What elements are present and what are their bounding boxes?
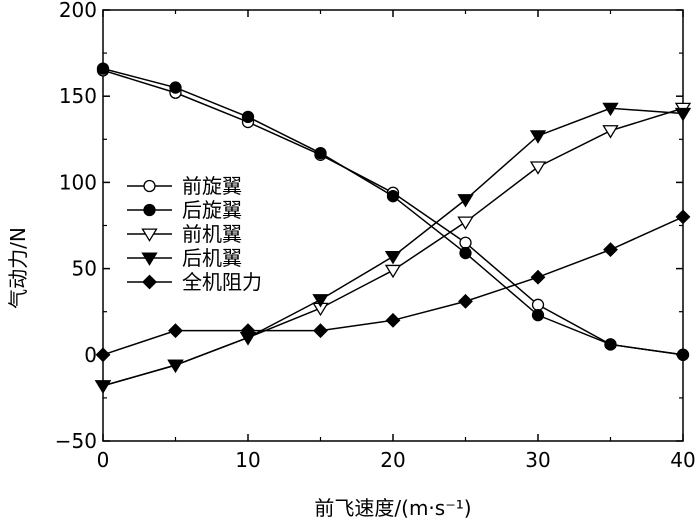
legend-label-0: 前旋翼 (182, 174, 242, 198)
x-tick-label-2: 20 (380, 448, 405, 472)
y-tick-label-1: 0 (84, 343, 97, 367)
series-4-point-5 (458, 293, 473, 309)
series-4-point-1 (168, 323, 183, 339)
legend-marker-2 (141, 228, 158, 242)
x-tick-label-4: 40 (670, 448, 695, 472)
legend-label-3: 后机翼 (182, 246, 242, 270)
y-tick-label-2: 50 (72, 257, 97, 281)
y-tick-label-5: 200 (59, 0, 97, 22)
series-3-point-4 (384, 250, 402, 265)
series-4-point-0 (95, 347, 111, 363)
series-1-point-1 (169, 81, 182, 94)
series-2-point-7 (602, 125, 619, 139)
series-3-point-8 (674, 107, 692, 122)
legend-marker-4 (142, 274, 157, 290)
series-1-point-8 (676, 348, 690, 361)
series-4-point-4 (385, 312, 401, 328)
series-0-point-6 (531, 298, 545, 311)
series-1-point-6 (531, 308, 545, 322)
series-4-point-2 (240, 323, 256, 339)
x-tick-label-1: 10 (235, 448, 260, 472)
series-2-point-4 (384, 264, 402, 279)
x-tick-label-0: 0 (97, 448, 110, 472)
series-0-point-5 (459, 236, 472, 249)
series-3-point-7 (602, 102, 619, 117)
series-1-point-7 (604, 338, 617, 351)
y-axis-label: 气动力/N (6, 227, 30, 309)
series-3-point-1 (167, 359, 184, 374)
series-4-point-8 (675, 209, 691, 225)
series-3-point-0 (94, 380, 112, 394)
series-1-point-4 (386, 190, 400, 203)
series-1-point-0 (96, 62, 110, 75)
legend-label-1: 后旋翼 (182, 198, 242, 222)
legend-marker-1 (143, 203, 156, 217)
y-tick-label-0: −50 (55, 429, 97, 453)
series-3-point-5 (457, 194, 474, 208)
series-3-point-6 (529, 130, 547, 144)
series-1-point-2 (241, 110, 255, 124)
legend-marker-0 (143, 179, 156, 193)
series-1-point-5 (459, 246, 472, 260)
series-2-point-5 (457, 216, 474, 230)
legend-marker-3 (141, 252, 158, 266)
legend-label-4: 全机阻力 (182, 270, 262, 294)
x-axis-label: 前飞速度/(m·s⁻¹) (314, 496, 471, 520)
series-2-point-6 (529, 161, 547, 175)
x-tick-label-3: 30 (525, 448, 550, 472)
series-3-point-3 (312, 294, 329, 308)
y-tick-label-4: 150 (59, 84, 97, 108)
series-1-point-3 (314, 146, 327, 160)
series-4-point-3 (313, 323, 328, 339)
legend-label-2: 前机翼 (182, 222, 242, 246)
series-4-point-6 (530, 269, 546, 285)
y-tick-label-3: 100 (59, 170, 97, 194)
series-4-point-7 (603, 242, 618, 258)
